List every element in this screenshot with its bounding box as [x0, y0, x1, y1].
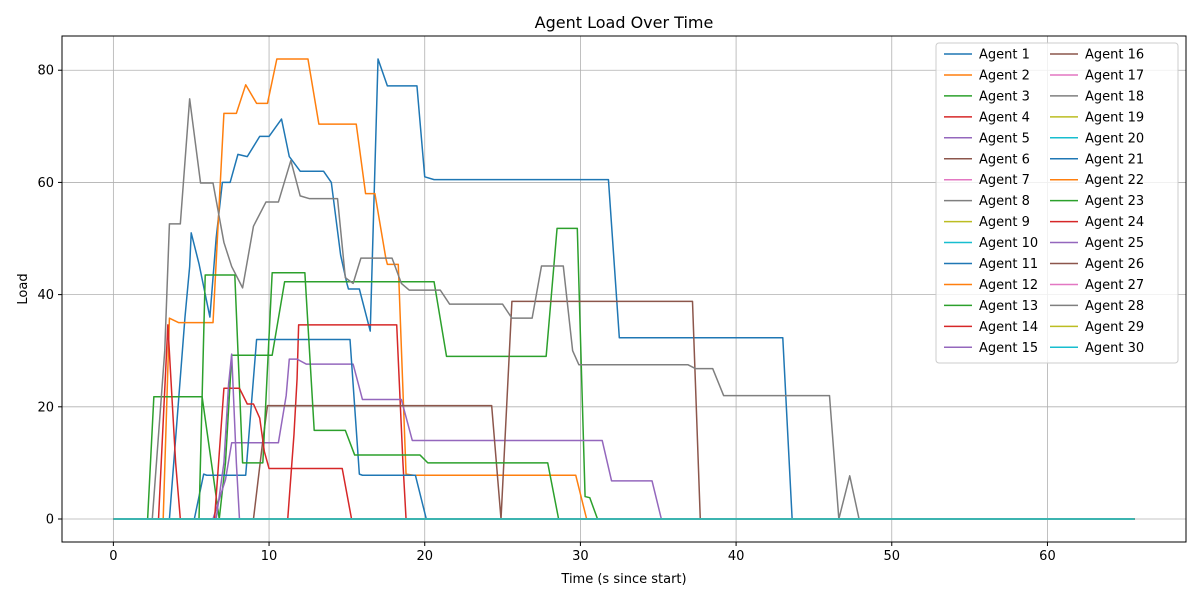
legend-entry-label: Agent 21 [1085, 152, 1144, 167]
series-lines [113, 58, 1135, 520]
legend-entry-label: Agent 26 [1085, 257, 1144, 272]
x-tick-label: 0 [109, 549, 117, 564]
legend-entry-label: Agent 30 [1085, 341, 1144, 356]
x-tick-label: 10 [261, 549, 278, 564]
series-line-agent-12 [113, 58, 1135, 520]
legend-entry-label: Agent 15 [979, 341, 1038, 356]
x-tick-label: 40 [728, 549, 745, 564]
legend-entry-label: Agent 29 [1085, 320, 1144, 335]
legend-entry-label: Agent 23 [1085, 194, 1144, 209]
y-tick-label: 40 [37, 288, 54, 303]
series-line-agent-13 [113, 227, 1135, 520]
legend-entry-label: Agent 14 [979, 320, 1038, 335]
y-tick-label: 20 [37, 400, 54, 415]
legend-entry-label: Agent 8 [979, 194, 1030, 209]
legend-entry-label: Agent 20 [1085, 131, 1144, 146]
series-line-agent-21 [113, 338, 1135, 520]
legend-entry-label: Agent 27 [1085, 278, 1144, 293]
legend-entry-label: Agent 19 [1085, 110, 1144, 125]
legend-entry-label: Agent 1 [979, 48, 1030, 63]
x-tick-label: 60 [1039, 549, 1056, 564]
y-axis-label: Load [16, 273, 31, 304]
legend-entry-label: Agent 11 [979, 257, 1038, 272]
x-tick-label: 50 [883, 549, 900, 564]
series-line-agent-11 [113, 58, 1135, 520]
legend-entry-label: Agent 28 [1085, 299, 1144, 314]
series-line-agent-24 [113, 324, 1135, 520]
legend-entry-label: Agent 10 [979, 236, 1038, 251]
legend-entry-label: Agent 25 [1085, 236, 1144, 251]
legend-entry-label: Agent 22 [1085, 173, 1144, 188]
series-line-agent-18 [113, 98, 1135, 520]
series-line-agent-14 [113, 324, 1135, 520]
series-line-agent-15 [113, 358, 1135, 520]
axis-ticks: 0 10 20 30 40 50 60 0 20 40 60 80 [37, 64, 1055, 564]
legend-entry-label: Agent 6 [979, 152, 1030, 167]
legend: Agent 1 Agent 2 Agent 3 Agent 4 Agent 5 Agent… [935, 42, 1179, 364]
chart-title: Agent Load Over Time [535, 13, 714, 32]
series-line-agent-25 [113, 353, 1135, 520]
y-tick-label: 0 [46, 513, 54, 528]
legend-box [935, 42, 1179, 364]
y-tick-label: 60 [37, 176, 54, 191]
plot-frame [61, 35, 1187, 543]
legend-entry-label: Agent 13 [979, 299, 1038, 314]
legend-entry-label: Agent 2 [979, 68, 1030, 83]
legend-entry-label: Agent 3 [979, 89, 1030, 104]
legend-entry-label: Agent 18 [1085, 89, 1144, 104]
series-line-agent-23 [113, 271, 1135, 520]
legend-entry-label: Agent 12 [979, 278, 1038, 293]
legend-entry-label: Agent 7 [979, 173, 1030, 188]
legend-entry-label: Agent 24 [1085, 215, 1144, 230]
legend-entry-label: Agent 16 [1085, 48, 1144, 63]
legend-entry-label: Agent 9 [979, 215, 1030, 230]
x-axis-label: Time (s since start) [560, 572, 686, 587]
x-tick-label: 30 [572, 549, 589, 564]
y-tick-label: 80 [37, 64, 54, 79]
legend-entry-label: Agent 4 [979, 110, 1030, 125]
legend-entry-label: Agent 17 [1085, 68, 1144, 83]
legend-entry-label: Agent 5 [979, 131, 1030, 146]
x-tick-label: 20 [416, 549, 433, 564]
